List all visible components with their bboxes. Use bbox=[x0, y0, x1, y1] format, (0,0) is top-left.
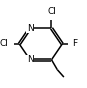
Text: N: N bbox=[27, 55, 33, 64]
Text: F: F bbox=[72, 40, 77, 48]
Text: Cl: Cl bbox=[47, 7, 56, 16]
Text: N: N bbox=[27, 24, 33, 33]
Text: Cl: Cl bbox=[0, 40, 9, 48]
